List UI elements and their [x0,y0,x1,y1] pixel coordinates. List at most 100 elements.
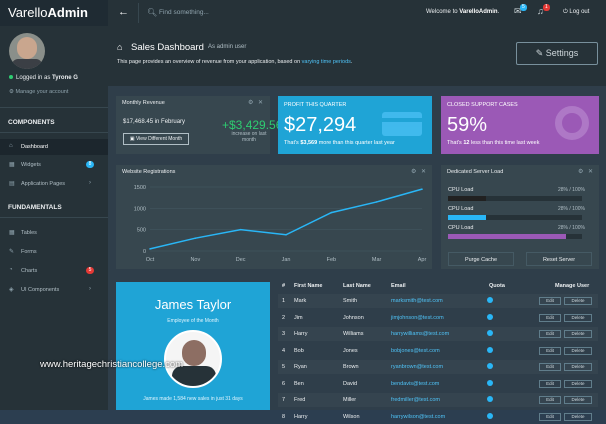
sidebar-item-tables[interactable]: ▦ Tables [9,230,37,236]
delete-button[interactable]: Delete [564,297,592,305]
edit-button[interactable]: Edit [539,363,561,371]
back-arrow-icon[interactable]: ← [118,6,129,18]
lifebuoy-icon [555,106,589,140]
components-icon: ◈ [9,287,14,293]
column-header: Manage User [555,283,590,289]
server-load-panel: Dedicated Server Load ⚙ ✕ CPU Load 28% /… [441,165,599,269]
email-link[interactable]: harrywilson@test.com [391,413,446,420]
edit-button[interactable]: Edit [539,313,561,322]
brand-logo[interactable]: VarelloAdmin [0,0,108,26]
close-icon[interactable]: ✕ [421,169,427,175]
sidebar-item-forms[interactable]: ✎ Forms [9,249,37,255]
profit-card: PROFIT THIS QUARTER $27,294 That's $3,56… [278,96,432,154]
edit-button[interactable]: Edit [539,412,561,421]
sidebar-item-application-pages[interactable]: ▤ Application Pages › [9,180,91,187]
search-icon: 🔍︎ [147,8,158,17]
charts-badge: 5 [86,267,94,274]
employee-role: Employee of the Month [167,318,219,324]
table-row: 5 Ryan Brown ryanbrown@test.com Edit Delete [278,360,598,374]
cpu-load-bar [448,196,582,201]
email-link[interactable]: jimjohnson@test.com [391,314,444,321]
email-link[interactable]: bobjones@test.com [391,347,440,354]
support-value: 59% [447,114,488,136]
time-periods-link[interactable]: varying time periods [301,59,351,65]
employee-card: James Taylor Employee of the Month James… [116,282,270,410]
avatar[interactable] [9,33,45,69]
x-tick-label: Apr [418,257,427,263]
top-bar: VarelloAdmin ← 🔍︎ Find something... Welc… [0,0,606,26]
sidebar-item-dashboard[interactable]: ⌂ Dashboard [0,139,108,155]
x-tick-label: Feb [327,257,336,263]
settings-icon[interactable]: ⚙ [248,100,254,106]
cpu-load-bar [448,215,582,220]
support-card: CLOSED SUPPORT CASES 59% That's 12 less … [441,96,599,154]
search-placeholder: Find something... [159,9,209,16]
table-cell: Smith [343,298,358,304]
table-row: 8 Harry Wilson harrywilson@test.com Edit Dele… [278,410,598,424]
chevron-right-icon: › [89,180,91,186]
x-tick-label: Mar [372,257,382,263]
table-cell: Bob [294,347,304,354]
delete-button[interactable]: Delete [564,330,592,338]
bell-icon[interactable]: ♫ [537,6,544,16]
delete-button[interactable]: Delete [564,313,592,322]
reset-server-button[interactable]: Reset Server [526,252,592,266]
sidebar-item-ui-components[interactable]: ◈ UI Components › [9,286,91,293]
main-content: ⌂ Sales Dashboard As admin user This pag… [108,26,606,421]
data-point [285,233,287,236]
widgets-icon: ▦ [9,162,15,168]
email-link[interactable]: ryanbrown@test.com [391,364,444,370]
column-header: # [282,283,286,289]
delete-button[interactable]: Delete [564,346,592,355]
delete-button[interactable]: Delete [564,379,592,388]
close-icon[interactable]: ✕ [258,100,264,106]
quota-indicator [487,363,493,369]
table-cell: 6 [282,380,286,387]
cpu-load-pct: 28% / 100% [558,206,585,212]
settings-button[interactable]: ✎ Settings [516,42,598,65]
page-description: This page provides an overview of revenu… [117,59,353,65]
data-point [149,248,151,250]
table-icon: ▦ [9,230,15,236]
email-link[interactable]: marksmith@test.com [391,298,443,304]
profit-value: $27,294 [284,114,357,136]
table-cell: Miller [343,397,357,403]
sidebar-item-charts[interactable]: ◔ Charts 5 [0,263,108,279]
widgets-badge: 8 [86,161,94,168]
edit-button[interactable]: Edit [539,330,561,338]
edit-button[interactable]: Edit [539,379,561,388]
cpu-load-label: CPU Load [448,206,474,212]
purge-cache-button[interactable]: Purge Cache [448,252,514,266]
settings-icon[interactable]: ⚙ [578,169,584,175]
table-cell: Ben [294,380,304,387]
edit-button[interactable]: Edit [539,297,561,305]
logged-in-text: Logged in as Tyrone G [9,75,78,81]
revenue-increase: +$3,429.56 [222,118,283,132]
data-point [375,201,378,203]
increase-note: increase on last month [231,131,267,143]
delete-button[interactable]: Delete [564,396,592,404]
edit-button[interactable]: Edit [539,396,561,404]
table-row: 6 Ben David bendavis@test.com Edit Delete [278,377,598,391]
settings-icon[interactable]: ⚙ [411,169,417,175]
manage-account-link[interactable]: ⚙ Manage your account [9,89,69,95]
table-cell: 2 [282,314,286,321]
sidebar-item-widgets[interactable]: ▦ Widgets 8 [0,157,108,173]
edit-button[interactable]: Edit [539,346,561,355]
email-link[interactable]: bendavis@test.com [391,380,440,387]
table-cell: Jones [343,347,358,354]
delete-button[interactable]: Delete [564,363,592,371]
employee-note: James made 1,584 new sales in just 31 da… [143,396,243,402]
cpu-load-label: CPU Load [448,187,474,193]
messages-icon[interactable]: ✉ [514,6,522,16]
view-month-button[interactable]: ▣ View Different Month [123,133,189,145]
email-link[interactable]: harrywilliams@test.com [391,331,450,337]
close-icon[interactable]: ✕ [588,169,594,175]
search-input[interactable]: 🔍︎ Find something... [138,3,378,23]
email-link[interactable]: fredmiller@test.com [391,397,440,403]
table-cell: Wilson [343,413,360,420]
logout-link[interactable]: ⏻ Log out [563,9,590,15]
support-note: That's 12 less than this time last week [447,140,540,146]
delete-button[interactable]: Delete [564,412,592,421]
cpu-load-bar [448,234,582,239]
